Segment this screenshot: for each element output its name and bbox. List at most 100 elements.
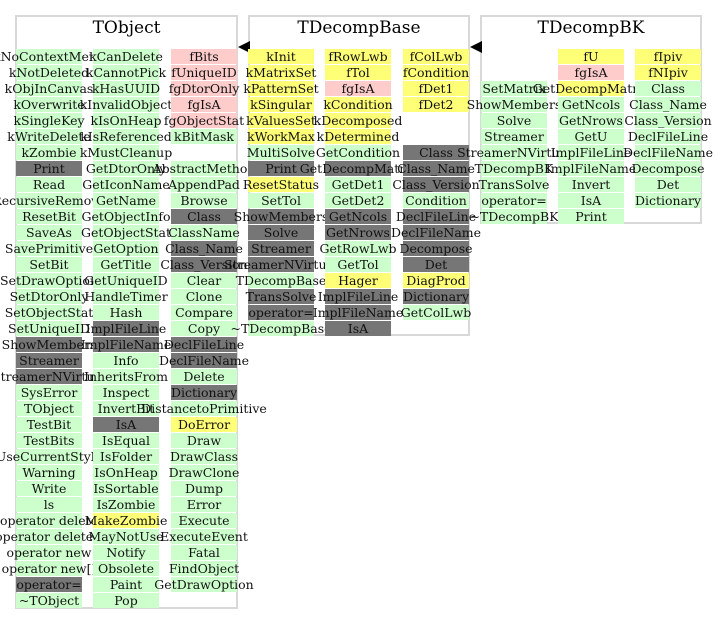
- member-hager[interactable]: Hager: [325, 273, 391, 288]
- member-getcollwb[interactable]: GetColLwb: [400, 305, 472, 320]
- member-kzombie[interactable]: kZombie: [16, 145, 82, 160]
- member-getobjectinfo[interactable]: GetObjectInfo: [81, 209, 171, 224]
- member-fdet1[interactable]: fDet1: [403, 81, 469, 96]
- member-kworkmax[interactable]: kWorkMax: [247, 129, 315, 144]
- member-det[interactable]: Det: [635, 177, 701, 192]
- member-getnrows[interactable]: GetNrows: [325, 225, 391, 240]
- member-fgisa[interactable]: fgIsA: [558, 65, 624, 80]
- member-distancetoprimitive[interactable]: DistancetoPrimitive: [141, 401, 267, 416]
- class-title-tobject[interactable]: TObject: [92, 18, 161, 38]
- member-fipiv[interactable]: fIpiv: [635, 49, 701, 64]
- member-saveas[interactable]: SaveAs: [16, 225, 82, 240]
- member-syserror[interactable]: SysError: [16, 385, 82, 400]
- member-setobjectstat[interactable]: SetObjectStat: [4, 305, 94, 320]
- member-streamernvirtual[interactable]: StreamerNVirtual: [0, 369, 106, 384]
- member-operator-[interactable]: operator=: [16, 577, 82, 592]
- member-diagprod[interactable]: DiagProd: [403, 273, 469, 288]
- member-transsolve[interactable]: TransSolve: [478, 177, 550, 192]
- member-clone[interactable]: Clone: [171, 289, 237, 304]
- member-kpatternset[interactable]: kPatternSet: [243, 81, 319, 96]
- member--tdecompbk[interactable]: ~TDecompBK: [469, 209, 559, 224]
- member-kinvalidobject[interactable]: kInvalidObject: [79, 97, 173, 112]
- member-dictionary[interactable]: Dictionary: [634, 193, 702, 208]
- member-implfilename[interactable]: ImplFileName: [80, 337, 172, 352]
- class-title-tdecompbase[interactable]: TDecompBase: [297, 18, 421, 38]
- member-fgisa[interactable]: fgIsA: [171, 97, 237, 112]
- member-getdtoronly[interactable]: GetDtorOnly: [85, 161, 167, 176]
- member-class-name[interactable]: Class_Name: [165, 241, 243, 256]
- member-maynotuse[interactable]: MayNotUse: [88, 529, 164, 544]
- member-isonheap[interactable]: IsOnHeap: [93, 465, 159, 480]
- member-executeevent[interactable]: ExecuteEvent: [160, 529, 248, 544]
- member-declfilename[interactable]: DeclFileName: [622, 145, 714, 160]
- member-isa[interactable]: IsA: [325, 321, 391, 336]
- member-declfilename[interactable]: DeclFileName: [158, 353, 250, 368]
- member-drawclass[interactable]: DrawClass: [170, 449, 238, 464]
- member-obsolete[interactable]: Obsolete: [93, 561, 159, 576]
- member-invertbit[interactable]: InvertBit: [93, 401, 159, 416]
- member-usecurrentstyle[interactable]: UseCurrentStyle: [0, 449, 103, 464]
- member-solve[interactable]: Solve: [248, 225, 314, 240]
- member-operator-new[interactable]: operator new: [6, 545, 92, 560]
- member-kisreferenced[interactable]: kIsReferenced: [80, 129, 172, 144]
- member-implfilename[interactable]: ImplFileName: [312, 305, 404, 320]
- member-showmembers[interactable]: ShowMembers: [233, 209, 329, 224]
- member-getobjectstat[interactable]: GetObjectStat: [81, 225, 172, 240]
- member-kbitmask[interactable]: kBitMask: [171, 129, 237, 144]
- member-isfolder[interactable]: IsFolder: [93, 449, 159, 464]
- class-title-tdecompbk[interactable]: TDecompBK: [537, 18, 645, 38]
- member-paint[interactable]: Paint: [93, 577, 159, 592]
- member-setdrawoption[interactable]: SetDrawOption: [0, 273, 98, 288]
- member-class[interactable]: Class: [171, 209, 237, 224]
- member-kvaluesset[interactable]: kValuesSet: [246, 113, 316, 128]
- member-getdecompmatrix[interactable]: GetDecompMatrix: [532, 81, 650, 96]
- member-handletimer[interactable]: HandleTimer: [84, 289, 168, 304]
- member-issortable[interactable]: IsSortable: [93, 481, 159, 496]
- member-draw[interactable]: Draw: [171, 433, 237, 448]
- member-pop[interactable]: Pop: [93, 593, 159, 608]
- member-fgobjectstat[interactable]: fgObjectStat: [163, 113, 245, 128]
- member-classname[interactable]: ClassName: [168, 225, 240, 240]
- member-kdetermined[interactable]: kDetermined: [316, 129, 400, 144]
- member-iszombie[interactable]: IsZombie: [93, 497, 159, 512]
- member-declfilename[interactable]: DeclFileName: [390, 225, 482, 240]
- member--tobject[interactable]: ~TObject: [16, 593, 82, 608]
- member-streamer[interactable]: Streamer: [16, 353, 82, 368]
- member-kwritedelete[interactable]: kWriteDelete: [7, 129, 91, 144]
- member-det[interactable]: Det: [403, 257, 469, 272]
- member-getu[interactable]: GetU: [558, 129, 624, 144]
- member-ksinglekey[interactable]: kSingleKey: [13, 113, 85, 128]
- member-getdet1[interactable]: GetDet1: [325, 177, 391, 192]
- member-clear[interactable]: Clear: [171, 273, 237, 288]
- member-testbit[interactable]: TestBit: [16, 417, 82, 432]
- member-class-name[interactable]: Class_Name: [397, 161, 475, 176]
- member-setbit[interactable]: SetBit: [16, 257, 82, 272]
- member-koverwrite[interactable]: kOverwrite: [13, 97, 85, 112]
- member-copy[interactable]: Copy: [171, 321, 237, 336]
- member-dictionary[interactable]: Dictionary: [170, 385, 238, 400]
- member-kdecomposed[interactable]: kDecomposed: [313, 113, 403, 128]
- member-ksingular[interactable]: kSingular: [248, 97, 314, 112]
- member-setmatrix[interactable]: SetMatrix: [481, 81, 547, 96]
- member-testbits[interactable]: TestBits: [16, 433, 82, 448]
- member-implfileline[interactable]: ImplFileLine: [317, 289, 399, 304]
- member-solve[interactable]: Solve: [481, 113, 547, 128]
- member-gettitle[interactable]: GetTitle: [93, 257, 159, 272]
- member-streamernvirtual[interactable]: StreamerNVirtual: [224, 257, 338, 272]
- member-inheritsfrom[interactable]: InheritsFrom: [84, 369, 168, 384]
- member-implfilename[interactable]: ImplFileName: [545, 161, 637, 176]
- member-info[interactable]: Info: [93, 353, 159, 368]
- member-getncols[interactable]: GetNcols: [558, 97, 624, 112]
- member-hash[interactable]: Hash: [93, 305, 159, 320]
- member-operator-new-[interactable]: operator new[]: [1, 561, 97, 576]
- member-class-version[interactable]: Class_Version: [392, 177, 480, 192]
- member-ftol[interactable]: fTol: [325, 65, 391, 80]
- member-dump[interactable]: Dump: [171, 481, 237, 496]
- member-kcondition[interactable]: kCondition: [323, 97, 393, 112]
- member-recursiveremove[interactable]: RecursiveRemove: [0, 193, 106, 208]
- member-fu[interactable]: fU: [558, 49, 624, 64]
- member-transsolve[interactable]: TransSolve: [245, 289, 317, 304]
- member-execute[interactable]: Execute: [171, 513, 237, 528]
- member-delete[interactable]: Delete: [171, 369, 237, 384]
- member-inspect[interactable]: Inspect: [93, 385, 159, 400]
